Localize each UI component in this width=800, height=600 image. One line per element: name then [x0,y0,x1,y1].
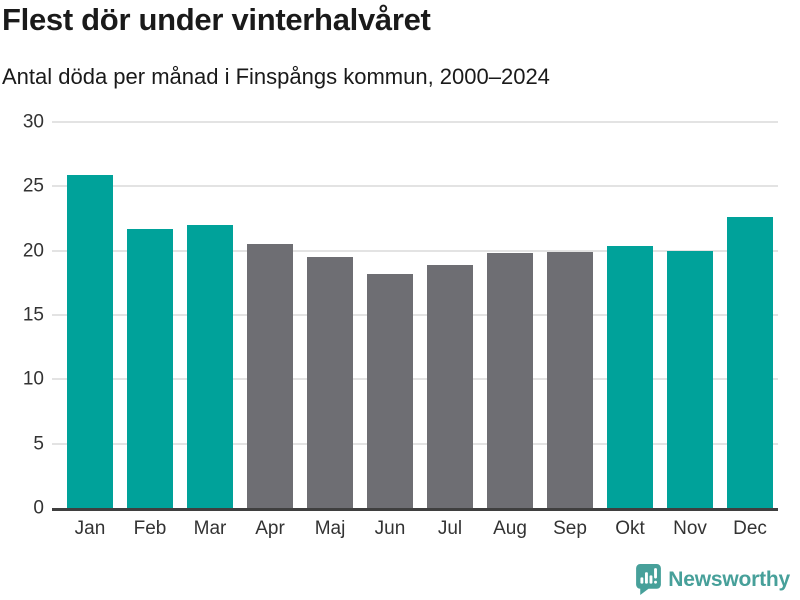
newsworthy-logo-icon [636,564,662,595]
chart-subtitle: Antal döda per månad i Finspångs kommun,… [2,64,550,89]
bar-slot-jan [60,122,120,508]
bar-jul [427,264,473,508]
brand-label: Newsworthy [668,567,790,591]
bar-nov [667,250,713,508]
bar-okt [607,245,653,508]
x-tick-label-jun: Jun [374,518,406,539]
chart-title: Flest dör under vinterhalvåret [2,2,431,37]
brand-footer: Newsworthy [636,564,790,595]
y-tick-label-15: 15 [22,304,44,326]
gridline-25 [52,185,778,188]
x-tick-label-sep: Sep [553,518,587,539]
bar-dec [727,217,773,508]
x-tick-label-aug: Aug [493,518,527,539]
gridline-30 [52,121,778,123]
bar-mar [187,224,233,508]
bar-slot-mar [180,122,240,508]
bar-slot-feb [120,122,180,508]
y-tick-label-0: 0 [33,497,44,519]
bars [60,122,780,508]
bar-sep [547,251,593,508]
bar-apr [247,244,293,508]
y-axis: 0 5 10 15 20 25 30 [0,113,44,518]
y-tick-label-25: 25 [22,175,44,197]
gridline-15 [52,314,778,316]
x-tick-label-feb: Feb [133,518,167,539]
plot-area [52,121,780,511]
bar-slot-apr [240,122,300,508]
y-tick-label-20: 20 [22,240,44,262]
gridline-20 [52,249,778,252]
x-tick-label-okt: Okt [615,518,645,539]
x-tick-label-jul: Jul [437,518,463,539]
bar-jan [67,174,113,508]
bar-slot-nov [660,122,720,508]
gridline-10 [52,378,778,381]
x-tick-label-maj: Maj [314,518,346,539]
bar-slot-jun [360,122,420,508]
bar-slot-okt [600,122,660,508]
bar-slot-sep [540,122,600,508]
y-tick-label-10: 10 [22,368,44,390]
x-tick-label-apr: Apr [255,518,285,539]
y-tick-label-5: 5 [33,433,44,455]
x-tick-label-jan: Jan [74,518,106,539]
bar-jun [367,273,413,508]
x-tick-label-mar: Mar [193,518,227,539]
bar-aug [487,253,533,508]
y-tick-label-30: 30 [22,111,44,133]
bar-maj [307,257,353,508]
bar-slot-aug [480,122,540,508]
x-tick-label-nov: Nov [673,518,707,539]
bar-slot-dec [720,122,780,508]
x-tick-label-dec: Dec [733,518,767,539]
bar-slot-jul [420,122,480,508]
bar-feb [127,228,173,508]
x-axis: Jan Feb Mar Apr Maj Jun Jul Aug Sep Okt Nov Dec [60,518,780,540]
gridline-5 [52,442,778,445]
bar-slot-maj [300,122,360,508]
